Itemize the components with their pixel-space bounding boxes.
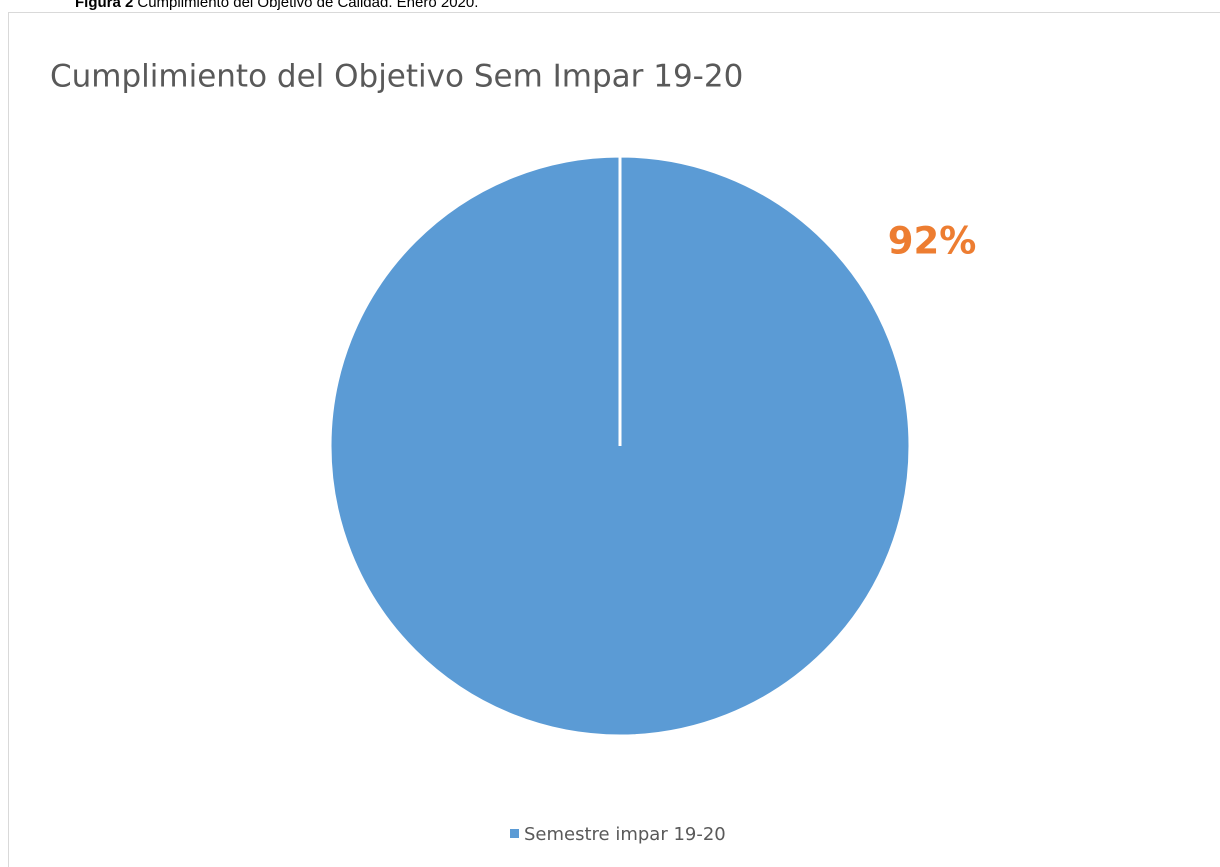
caption-text: Cumplimiento del Objetivo de Calidad. En… [137, 0, 478, 11]
chart-frame [8, 12, 1220, 867]
caption-label: Figura 2 [75, 0, 133, 11]
chart-title: Cumplimiento del Objetivo Sem Impar 19-2… [50, 59, 743, 95]
legend-swatch [510, 829, 519, 838]
caption: Figura 2 Cumplimiento del Objetivo de Cal… [75, 0, 478, 11]
legend-label: Semestre impar 19-20 [524, 824, 726, 845]
pie-slice [328, 154, 912, 738]
data-label: 92% [888, 220, 977, 263]
